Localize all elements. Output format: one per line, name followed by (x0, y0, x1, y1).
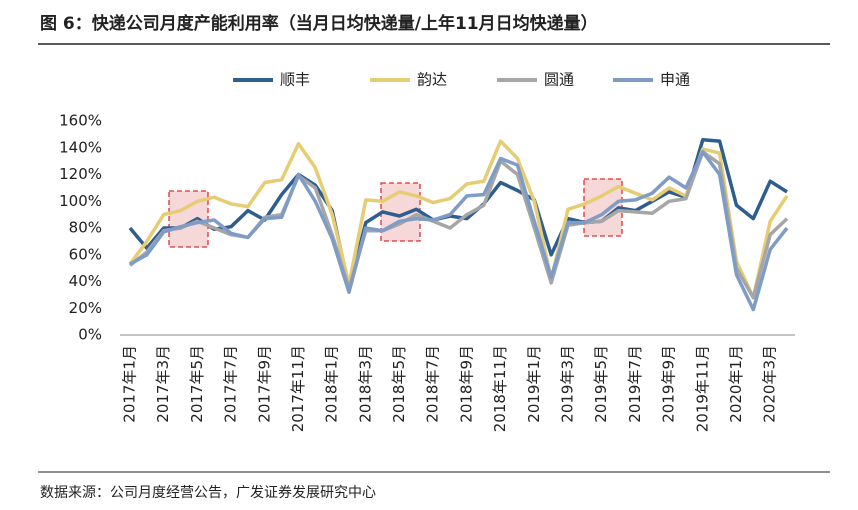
x-tick-label: 2018年7月 (424, 345, 442, 423)
x-tick-label: 2018年5月 (390, 345, 408, 423)
x-tick-label: 2020年1月 (727, 345, 745, 423)
x-tick-label: 2018年11月 (491, 345, 509, 432)
x-tick-label: 2018年3月 (356, 345, 374, 423)
x-tick-label: 2019年9月 (660, 345, 678, 423)
series-line (128, 150, 789, 300)
x-tick-label: 2019年1月 (525, 345, 543, 423)
y-tick-label: 60% (69, 245, 102, 263)
x-tick-label: 2017年11月 (289, 345, 307, 432)
series-line (128, 139, 789, 300)
x-tick-label: 2019年7月 (626, 345, 644, 423)
x-tick-label: 2017年3月 (154, 345, 172, 423)
x-tick-label: 2018年9月 (457, 345, 475, 423)
chart-title: 图 6：快递公司月度产能利用率（当月日均快递量/上年11月日均快递量） (40, 13, 598, 34)
y-tick-label: 100% (59, 192, 102, 210)
x-tick-label: 2017年7月 (222, 345, 240, 423)
y-tick-label: 0% (78, 326, 102, 344)
y-tick-label: 140% (59, 138, 102, 156)
x-tick-label: 2018年1月 (323, 345, 341, 423)
y-tick-label: 80% (69, 219, 102, 237)
y-tick-label: 40% (69, 272, 102, 290)
legend-label: 顺丰 (280, 71, 310, 89)
x-tick-label: 2020年3月 (761, 345, 779, 423)
legend-label: 韵达 (417, 71, 447, 89)
series-line (129, 150, 789, 312)
legend-label: 申通 (660, 71, 690, 89)
x-tick-label: 2017年5月 (188, 345, 206, 423)
legend-label: 圆通 (544, 71, 574, 89)
y-tick-label: 160% (59, 112, 102, 130)
x-tick-label: 2019年3月 (559, 345, 577, 423)
x-tick-label: 2019年11月 (693, 345, 711, 432)
x-tick-label: 2019年5月 (592, 345, 610, 423)
x-tick-label: 2017年1月 (121, 345, 139, 423)
y-tick-label: 120% (59, 165, 102, 183)
y-tick-label: 20% (69, 299, 102, 317)
series-line (128, 137, 788, 290)
x-tick-label: 2017年9月 (255, 345, 273, 423)
source: 数据来源：公司月度经营公告，广发证券发展研究中心 (40, 485, 376, 501)
